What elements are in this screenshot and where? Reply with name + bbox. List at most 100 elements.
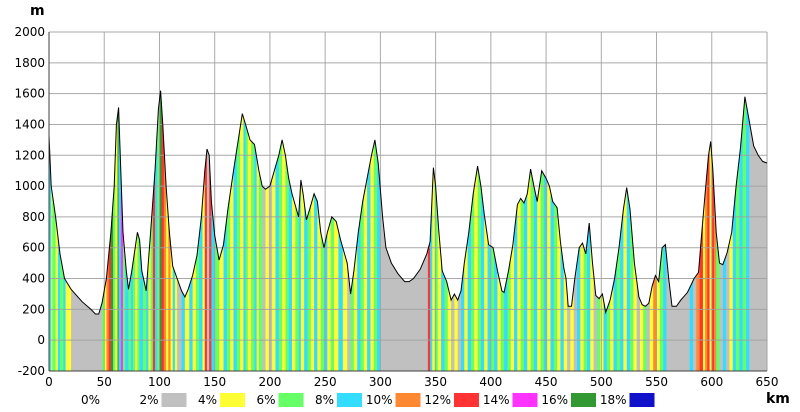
- y-tick-label: 600: [22, 241, 45, 255]
- y-tick-label: 1600: [14, 87, 45, 101]
- legend-swatch: [278, 393, 304, 407]
- grade-segment: [623, 32, 628, 371]
- grade-segment: [373, 32, 378, 371]
- y-tick-label: 800: [22, 210, 45, 224]
- grade-segment: [256, 32, 260, 371]
- grade-segment: [288, 32, 293, 371]
- y-tick-label: 1400: [14, 117, 45, 131]
- grade-segment: [155, 32, 158, 371]
- grade-segment: [262, 32, 266, 371]
- legend-label: 18%: [600, 393, 627, 407]
- grade-segment: [152, 32, 156, 371]
- grade-segment: [432, 32, 435, 371]
- grade-segment: [314, 32, 318, 371]
- grade-segment: [115, 32, 118, 371]
- y-tick-label: 1800: [14, 56, 45, 70]
- legend-swatch: [395, 393, 421, 407]
- grade-segment: [367, 32, 371, 371]
- grade-segment: [209, 32, 212, 371]
- grade-segment: [310, 32, 315, 371]
- grade-segment: [278, 32, 283, 371]
- grade-segment: [711, 32, 715, 371]
- legend-swatch: [161, 393, 187, 407]
- x-tick-label: 150: [203, 375, 226, 389]
- legend-swatch: [454, 393, 479, 407]
- x-tick-label: 300: [369, 375, 392, 389]
- legend-label: 4%: [198, 393, 217, 407]
- legend-swatch: [102, 392, 129, 408]
- legend-label: 14%: [483, 393, 510, 407]
- legend-swatch: [512, 393, 538, 407]
- sky-area: [49, 31, 767, 314]
- y-tick-label: 200: [22, 302, 45, 316]
- profile-outline: [48, 90, 768, 315]
- x-tick-labels: 0 50 100 150 200 250 300 350 400 450 500 550 600 650: [45, 375, 778, 389]
- x-tick-label: 400: [479, 375, 502, 389]
- y-axis-unit: m: [30, 3, 45, 19]
- grade-segment: [204, 32, 208, 371]
- x-tick-label: 350: [424, 375, 447, 389]
- x-axis-unit: km: [766, 391, 790, 407]
- grade-segment: [117, 32, 119, 371]
- grade-segment: [113, 32, 116, 371]
- grade-segment: [268, 32, 273, 371]
- y-tick-label: 1200: [14, 148, 45, 162]
- y-tick-label: 2000: [14, 25, 45, 39]
- legend-swatch: [337, 393, 362, 407]
- grade-segment: [159, 32, 163, 371]
- grade-segment: [51, 32, 53, 371]
- x-tick-label: 100: [148, 375, 171, 389]
- grade-segment: [285, 32, 290, 371]
- grade-segment: [547, 32, 551, 371]
- grade-segment: [236, 32, 241, 371]
- gradient-legend: 0% 2% 4% 6% 8% 10% 12% 14% 16% 18%: [81, 392, 655, 408]
- x-tick-label: 500: [590, 375, 613, 389]
- grade-segment: [736, 32, 740, 371]
- grade-segment: [161, 32, 165, 371]
- grade-segment: [533, 32, 538, 371]
- grade-segment: [739, 32, 744, 371]
- x-tick-label: 450: [535, 375, 558, 389]
- grade-segment: [746, 32, 750, 371]
- grade-segment: [202, 32, 206, 371]
- x-tick-label: 550: [645, 375, 668, 389]
- grade-segment: [530, 32, 535, 371]
- grade-segment: [49, 32, 52, 371]
- x-tick-label: 50: [97, 375, 112, 389]
- grade-segment: [118, 32, 122, 371]
- grade-segment: [157, 32, 160, 371]
- grade-segment: [265, 32, 270, 371]
- grade-segment: [709, 32, 713, 371]
- grade-segment: [300, 32, 305, 371]
- grade-segment: [282, 32, 286, 371]
- grade-segment: [540, 32, 545, 371]
- grade-segment: [474, 32, 478, 371]
- x-tick-label: 250: [314, 375, 337, 389]
- grade-segment: [206, 32, 210, 371]
- legend-label: 10%: [366, 393, 393, 407]
- grade-segment: [477, 32, 482, 371]
- grade-segment: [537, 32, 541, 371]
- legend-label: 16%: [541, 393, 568, 407]
- legend-label: 2%: [139, 393, 158, 407]
- grade-segment: [240, 32, 244, 371]
- y-tick-label: 1000: [14, 179, 45, 193]
- y-tick-label: 400: [22, 272, 45, 286]
- y-tick-labels: -200 0 200 400 600 800 1000 1200 1400 1600 1800 200…: [14, 25, 45, 378]
- axes: [48, 32, 767, 372]
- grade-segment: [251, 32, 255, 371]
- grade-segment: [742, 32, 747, 371]
- grade-segment: [243, 32, 247, 371]
- grade-segment: [275, 32, 280, 371]
- y-tick-label: -200: [18, 364, 45, 378]
- legend-label: 8%: [315, 393, 334, 407]
- legend-label: 12%: [424, 393, 451, 407]
- grade-segment: [707, 32, 710, 371]
- grade-segment: [377, 32, 381, 371]
- grade-segment: [233, 32, 238, 371]
- elevation-line: [48, 90, 768, 315]
- grade-segment: [749, 32, 755, 371]
- grade-segment: [254, 32, 258, 371]
- grade-segment: [272, 32, 276, 371]
